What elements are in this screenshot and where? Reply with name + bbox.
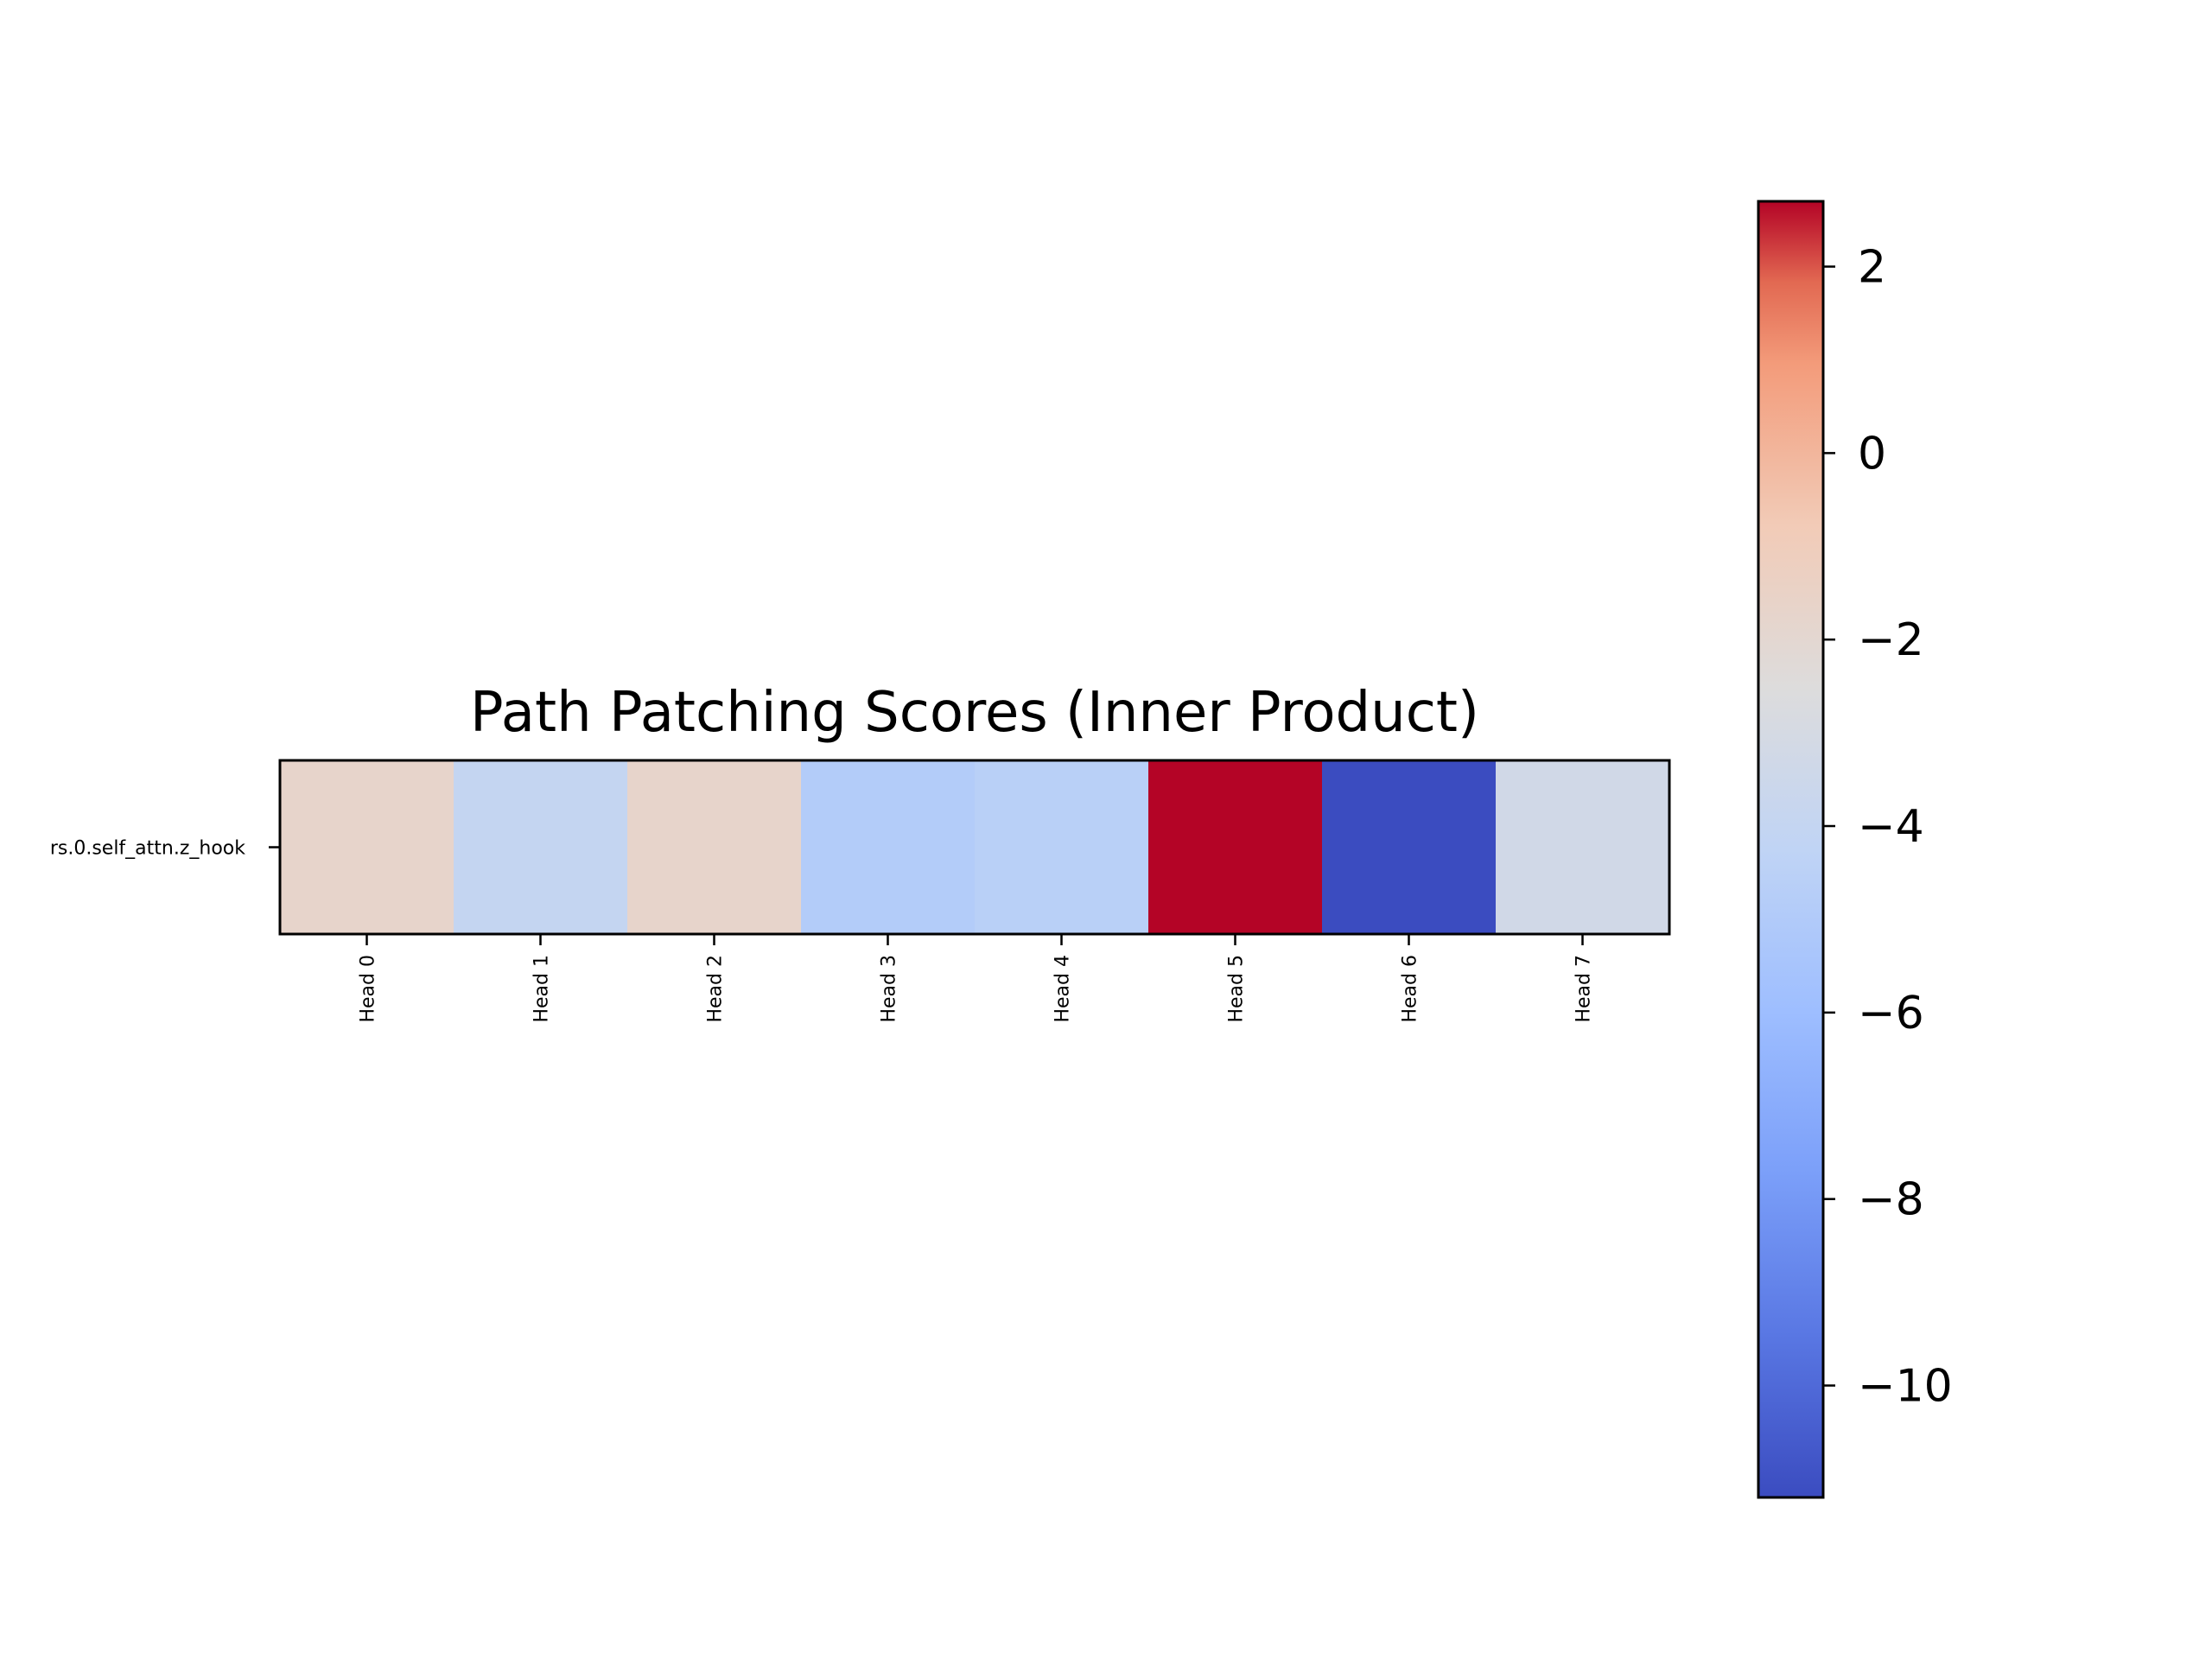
colorbar-tick-label: 2 [1858, 242, 1886, 294]
heatmap-cell [1322, 760, 1497, 934]
chart-title: Path Patching Scores (Inner Product) [470, 681, 1479, 745]
heatmap-cell [627, 760, 802, 934]
heatmap-cell [801, 760, 976, 934]
y-axis-ticks: rs.0.self_attn.z_hook [50, 838, 280, 860]
heatmap-cells [280, 760, 1670, 934]
x-tick-label: Head 3 [879, 955, 900, 1023]
x-tick-label: Head 2 [705, 955, 727, 1023]
x-axis-ticks: Head 0 Head 1 Head 2 Head 3 Head 4 Head 5 Head… [358, 934, 1595, 1023]
colorbar-ticks: 2 0 −2 −4 −6 −8 −10 [1823, 242, 1953, 1413]
colorbar-tick-label: −8 [1858, 1174, 1924, 1226]
heatmap-cell [1496, 760, 1670, 934]
colorbar-tick-label: −4 [1858, 801, 1924, 853]
heatmap-cell [454, 760, 628, 934]
x-tick-label: Head 5 [1226, 955, 1248, 1023]
y-tick-label: rs.0.self_attn.z_hook [50, 838, 245, 860]
colorbar [1757, 200, 1825, 1499]
x-tick-label: Head 1 [531, 955, 553, 1023]
heatmap-cell [975, 760, 1149, 934]
x-tick-label: Head 6 [1400, 955, 1421, 1023]
colorbar-tick-label: −2 [1858, 614, 1924, 666]
heatmap-cell [280, 760, 454, 934]
colorbar-tick-label: 0 [1858, 428, 1886, 480]
x-tick-label: Head 7 [1573, 955, 1595, 1023]
heatmap-frame [278, 759, 1671, 936]
x-tick-label: Head 4 [1052, 955, 1074, 1023]
heatmap-cell [1148, 760, 1323, 934]
colorbar-tick-label: −6 [1858, 988, 1924, 1039]
colorbar-tick-label: −10 [1858, 1361, 1953, 1413]
x-tick-label: Head 0 [358, 955, 379, 1023]
